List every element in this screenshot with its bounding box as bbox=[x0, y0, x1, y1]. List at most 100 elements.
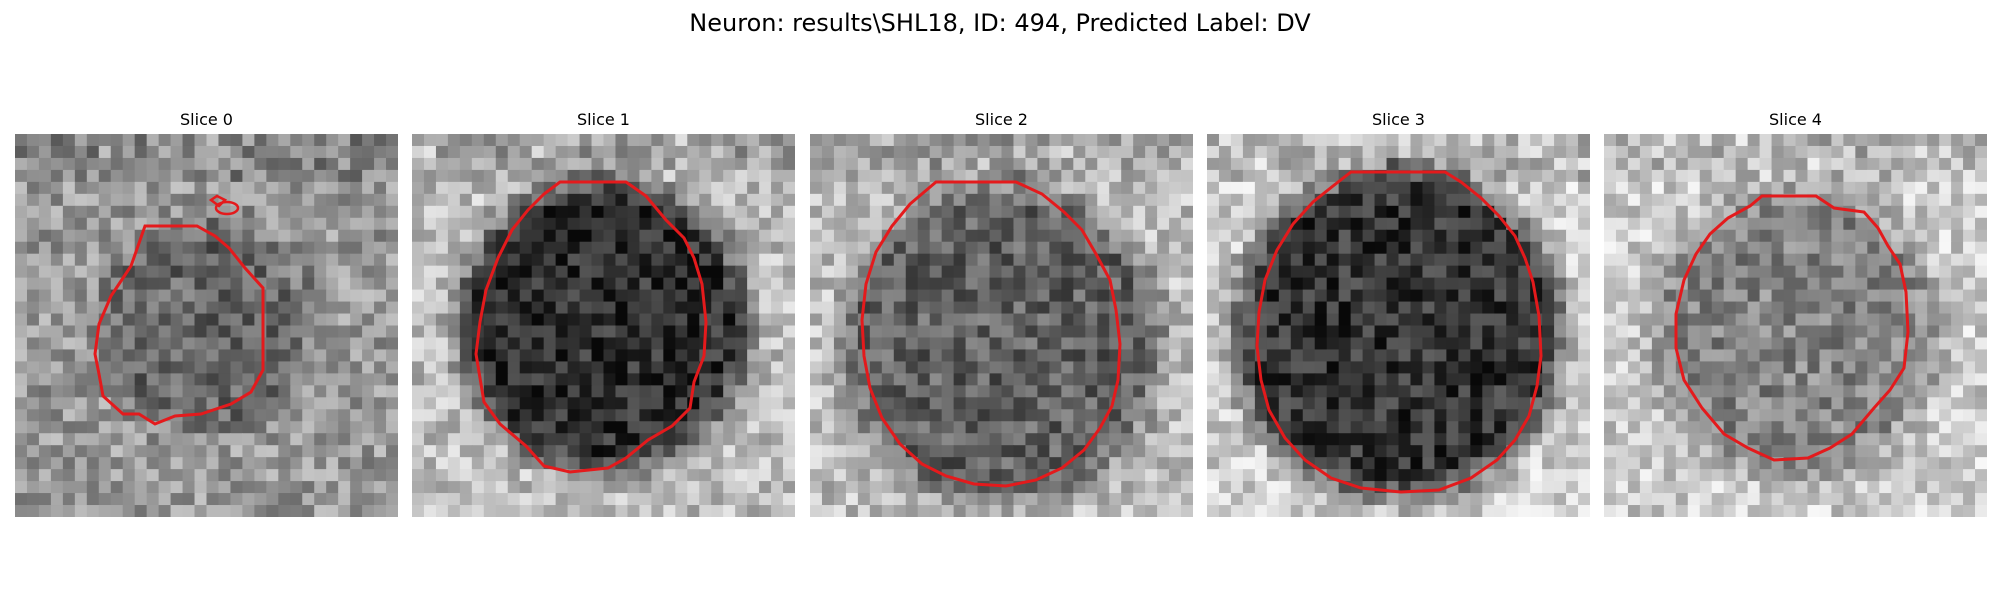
image-pixel bbox=[495, 349, 509, 363]
image-pixel bbox=[711, 289, 724, 303]
image-pixel bbox=[735, 169, 748, 183]
image-pixel bbox=[507, 265, 521, 279]
image-pixel bbox=[615, 313, 629, 327]
image-pixel bbox=[423, 169, 437, 183]
image-pixel bbox=[977, 157, 991, 171]
image-pixel bbox=[26, 157, 40, 171]
image-pixel bbox=[98, 145, 112, 159]
image-pixel bbox=[953, 241, 967, 255]
image-pixel bbox=[1254, 241, 1268, 255]
image-pixel bbox=[1530, 265, 1543, 279]
image-pixel bbox=[326, 253, 339, 267]
image-pixel bbox=[230, 265, 244, 279]
image-pixel bbox=[1867, 193, 1880, 207]
image-pixel bbox=[893, 193, 907, 207]
image-pixel bbox=[1061, 505, 1074, 517]
image-pixel bbox=[459, 361, 473, 374]
image-pixel bbox=[1975, 134, 1987, 147]
image-pixel bbox=[651, 217, 664, 231]
image-pixel bbox=[845, 229, 859, 243]
image-pixel bbox=[1133, 457, 1146, 470]
image-pixel bbox=[893, 397, 907, 410]
image-pixel bbox=[771, 421, 784, 434]
image-pixel bbox=[134, 445, 148, 458]
image-pixel bbox=[146, 349, 160, 363]
image-pixel bbox=[989, 373, 1003, 386]
image-pixel bbox=[471, 469, 485, 482]
image-pixel bbox=[1145, 457, 1158, 470]
image-pixel bbox=[1314, 289, 1328, 303]
image-pixel bbox=[881, 361, 895, 374]
image-pixel bbox=[242, 421, 255, 434]
image-pixel bbox=[1207, 134, 1220, 147]
image-pixel bbox=[182, 397, 196, 410]
image-pixel bbox=[989, 217, 1003, 231]
image-pixel bbox=[1639, 349, 1653, 363]
image-pixel bbox=[519, 157, 533, 171]
image-pixel bbox=[1530, 205, 1543, 219]
image-pixel bbox=[1939, 313, 1952, 327]
image-pixel bbox=[531, 134, 545, 147]
image-pixel bbox=[1242, 349, 1256, 363]
image-pixel bbox=[74, 301, 88, 315]
image-pixel bbox=[1133, 493, 1146, 506]
image-pixel bbox=[603, 349, 617, 363]
image-pixel bbox=[1604, 277, 1617, 291]
image-pixel bbox=[1133, 433, 1146, 446]
image-pixel bbox=[651, 373, 664, 386]
image-pixel bbox=[1458, 505, 1471, 517]
image-pixel bbox=[194, 445, 208, 458]
image-pixel bbox=[1242, 205, 1256, 219]
image-pixel bbox=[905, 385, 919, 398]
image-pixel bbox=[735, 337, 748, 351]
image-pixel bbox=[1843, 157, 1856, 171]
image-pixel bbox=[38, 481, 52, 494]
image-pixel bbox=[1819, 313, 1833, 327]
image-pixel bbox=[1207, 157, 1220, 171]
image-pixel bbox=[1025, 145, 1039, 159]
image-pixel bbox=[1867, 229, 1880, 243]
image-pixel bbox=[98, 481, 112, 494]
image-pixel bbox=[771, 241, 784, 255]
image-pixel bbox=[1807, 301, 1821, 315]
image-pixel bbox=[1975, 253, 1987, 267]
image-pixel bbox=[759, 301, 772, 315]
image-pixel bbox=[1242, 145, 1256, 159]
slice-image bbox=[1604, 134, 1987, 517]
image-pixel bbox=[639, 373, 652, 386]
image-pixel bbox=[412, 157, 425, 171]
image-pixel bbox=[1410, 301, 1424, 315]
image-pixel bbox=[917, 169, 931, 183]
image-pixel bbox=[459, 337, 473, 351]
image-pixel bbox=[435, 265, 449, 279]
image-pixel bbox=[1975, 409, 1987, 422]
image-pixel bbox=[953, 493, 967, 506]
image-pixel bbox=[711, 385, 724, 398]
image-pixel bbox=[278, 385, 291, 398]
image-pixel bbox=[881, 313, 895, 327]
image-pixel bbox=[1410, 217, 1424, 231]
image-pixel bbox=[1037, 134, 1050, 147]
image-pixel bbox=[1001, 229, 1015, 243]
image-pixel bbox=[1566, 433, 1579, 446]
image-pixel bbox=[1290, 349, 1304, 363]
image-pixel bbox=[1290, 265, 1304, 279]
image-pixel bbox=[1639, 445, 1653, 458]
image-pixel bbox=[783, 469, 795, 482]
image-pixel bbox=[1350, 457, 1364, 470]
figure-title: Neuron: results\SHL18, ID: 494, Predicte… bbox=[689, 9, 1311, 37]
image-pixel bbox=[1819, 229, 1833, 243]
image-pixel bbox=[1795, 229, 1809, 243]
image-pixel bbox=[1651, 301, 1665, 315]
image-pixel bbox=[1181, 265, 1193, 279]
image-pixel bbox=[1939, 253, 1952, 267]
image-pixel bbox=[15, 205, 28, 219]
image-pixel bbox=[1807, 409, 1821, 422]
image-pixel bbox=[1109, 145, 1122, 159]
image-pixel bbox=[917, 397, 931, 410]
image-pixel bbox=[218, 253, 232, 267]
image-pixel bbox=[1951, 349, 1964, 363]
image-pixel bbox=[723, 337, 736, 351]
image-pixel bbox=[1374, 457, 1388, 470]
image-pixel bbox=[845, 361, 859, 374]
